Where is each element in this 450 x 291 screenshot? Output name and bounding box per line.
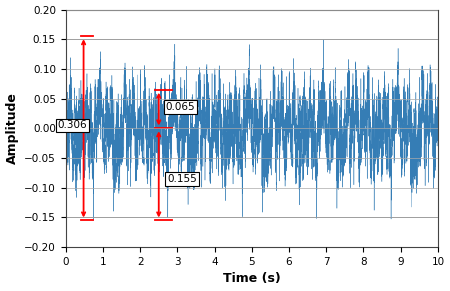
Text: 0.065: 0.065 [166,102,195,112]
Text: 0.155: 0.155 [167,174,197,184]
Text: 0.306: 0.306 [58,120,87,130]
Y-axis label: Amplitude: Amplitude [5,93,18,164]
X-axis label: Time (s): Time (s) [223,272,281,285]
